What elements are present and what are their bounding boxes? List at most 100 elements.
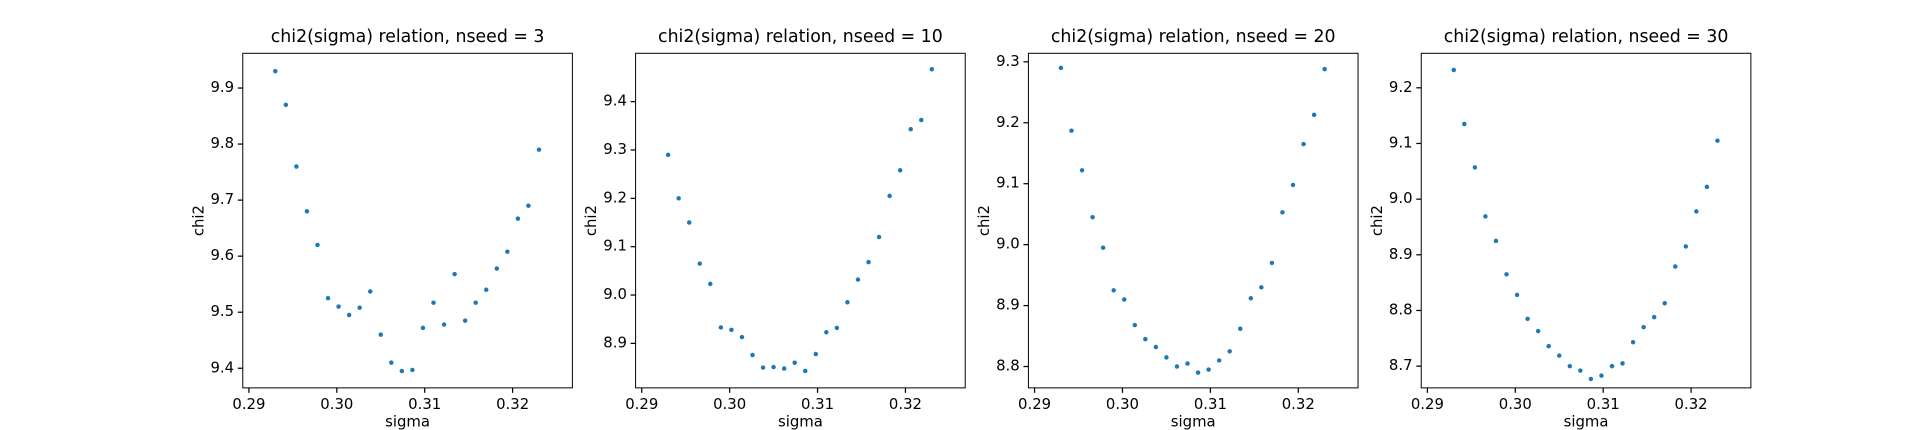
y-axis-label: chi2 [1368,205,1386,236]
y-tick-label: 9.8 [210,134,234,152]
subplot: chi2(sigma) relation, nseed = 3 sigma chi2… [189,27,573,430]
point [813,351,819,357]
point [908,126,913,132]
point [686,220,692,225]
subplot: chi2(sigma) relation, nseed = 30 sigma chi… [1368,27,1752,430]
point [676,196,681,201]
y-tick-label: 9.1 [996,174,1020,192]
point [357,305,362,310]
subplot: chi2(sigma) relation, nseed = 10 sigma chi… [582,27,966,430]
point [1462,121,1467,127]
x-tick-label: 0.29 [1411,395,1444,413]
point [1599,373,1604,378]
point [866,259,871,265]
point [1311,112,1317,118]
point [484,287,489,293]
y-tick-label: 9.2 [603,188,627,206]
point [1111,288,1116,293]
y-tick-label: 9.0 [603,285,627,303]
point [929,67,935,72]
chart-title: chi2(sigma) relation, nseed = 20 [1051,27,1336,47]
x-tick-label: 0.30 [1106,395,1139,413]
chart-title: chi2(sigma) relation, nseed = 10 [658,27,943,47]
point [1153,344,1159,350]
point [399,368,405,374]
point [1290,182,1296,188]
point [1100,245,1106,250]
x-tick-label: 0.30 [1499,395,1532,413]
point [845,300,850,305]
point [665,152,671,158]
y-tick-label: 8.9 [1389,245,1413,263]
point [1609,363,1615,369]
y-tick-label: 8.8 [996,357,1020,375]
x-tick-label: 0.32 [1675,395,1708,413]
axes-frame [1027,52,1359,389]
y-tick-label: 9.3 [996,52,1020,70]
y-tick-label: 8.8 [1389,300,1413,318]
x-tick-label: 0.29 [232,395,265,413]
point [1227,349,1232,354]
point [1238,326,1243,331]
point [834,325,840,331]
point [346,312,352,318]
x-tick-label: 0.29 [1018,395,1051,413]
point [1143,336,1148,342]
subplot: chi2(sigma) relation, nseed = 20 sigma chi… [975,27,1359,430]
point [824,330,829,335]
point [420,325,426,331]
chart-title: chi2(sigma) relation, nseed = 3 [271,27,545,47]
y-axis-label: chi2 [975,205,993,236]
point [389,360,394,365]
y-tick-label: 9.6 [210,246,234,264]
point [1704,184,1710,190]
point [1195,370,1201,375]
point [1301,141,1306,147]
point [718,325,724,330]
point [1493,238,1499,244]
point [887,193,892,199]
point [1451,67,1456,73]
point [1662,301,1667,306]
x-tick-label: 0.30 [320,395,353,413]
point [1322,66,1327,72]
point [336,304,341,309]
point [367,289,373,294]
point [283,102,289,108]
point [473,300,478,305]
point [1185,361,1190,366]
y-tick-label: 9.7 [210,190,234,208]
y-axis-label: chi2 [189,205,207,236]
point [1651,314,1657,320]
x-tick-label: 0.32 [1282,395,1315,413]
y-tick-label: 9.1 [1389,133,1413,151]
point [1683,244,1689,249]
point [1132,322,1138,328]
point [1280,210,1285,215]
point [739,334,745,340]
point [441,322,447,327]
point [897,168,903,173]
point [919,117,924,123]
point [1216,358,1222,363]
x-axis-label: sigma [385,413,430,430]
point [410,367,415,373]
point [462,318,468,323]
point [536,147,542,152]
point [1535,328,1541,334]
point [378,332,384,337]
point [1269,260,1275,266]
y-tick-label: 9.1 [603,237,627,255]
y-axis-label: chi2 [582,205,600,236]
y-tick-label: 9.4 [210,358,234,376]
point [1174,364,1180,369]
axes-frame [242,52,573,389]
axes-frame [1420,52,1752,389]
point [431,300,436,305]
point [708,281,713,287]
y-tick-label: 8.7 [1389,356,1413,374]
point [1673,264,1678,269]
point [1567,363,1573,369]
point [1514,292,1520,298]
chart-title: chi2(sigma) relation, nseed = 30 [1444,27,1729,47]
